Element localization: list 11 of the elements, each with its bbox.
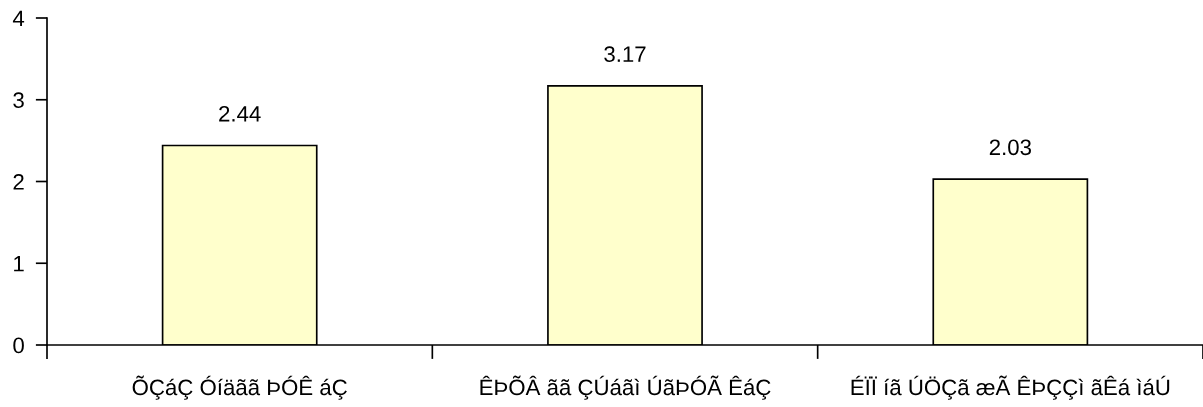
x-tick-label: ÊÞÕÂ ãã ÇÚáãì ÚãÞÓÃ ÊáÇ [480, 375, 771, 400]
data-label: 3.17 [604, 46, 646, 63]
y-tick-label: 3 [13, 92, 24, 109]
data-label: 2.03 [989, 139, 1031, 156]
y-tick-label: 2 [13, 174, 24, 190]
x-tick-label: ÕÇáÇ Óíäãã ÞÓÊ áÇ [132, 375, 347, 400]
data-label: 2.44 [219, 105, 261, 122]
y-tick-label: 0 [13, 337, 24, 354]
y-tick-label: 4 [12, 10, 25, 27]
y-tick-label: 1 [14, 256, 24, 272]
x-tick-label: ÉÏÏ íã ÚÖÇã æÃ ÊÞÇÇì ãÊá ìáÚ [851, 375, 1170, 400]
